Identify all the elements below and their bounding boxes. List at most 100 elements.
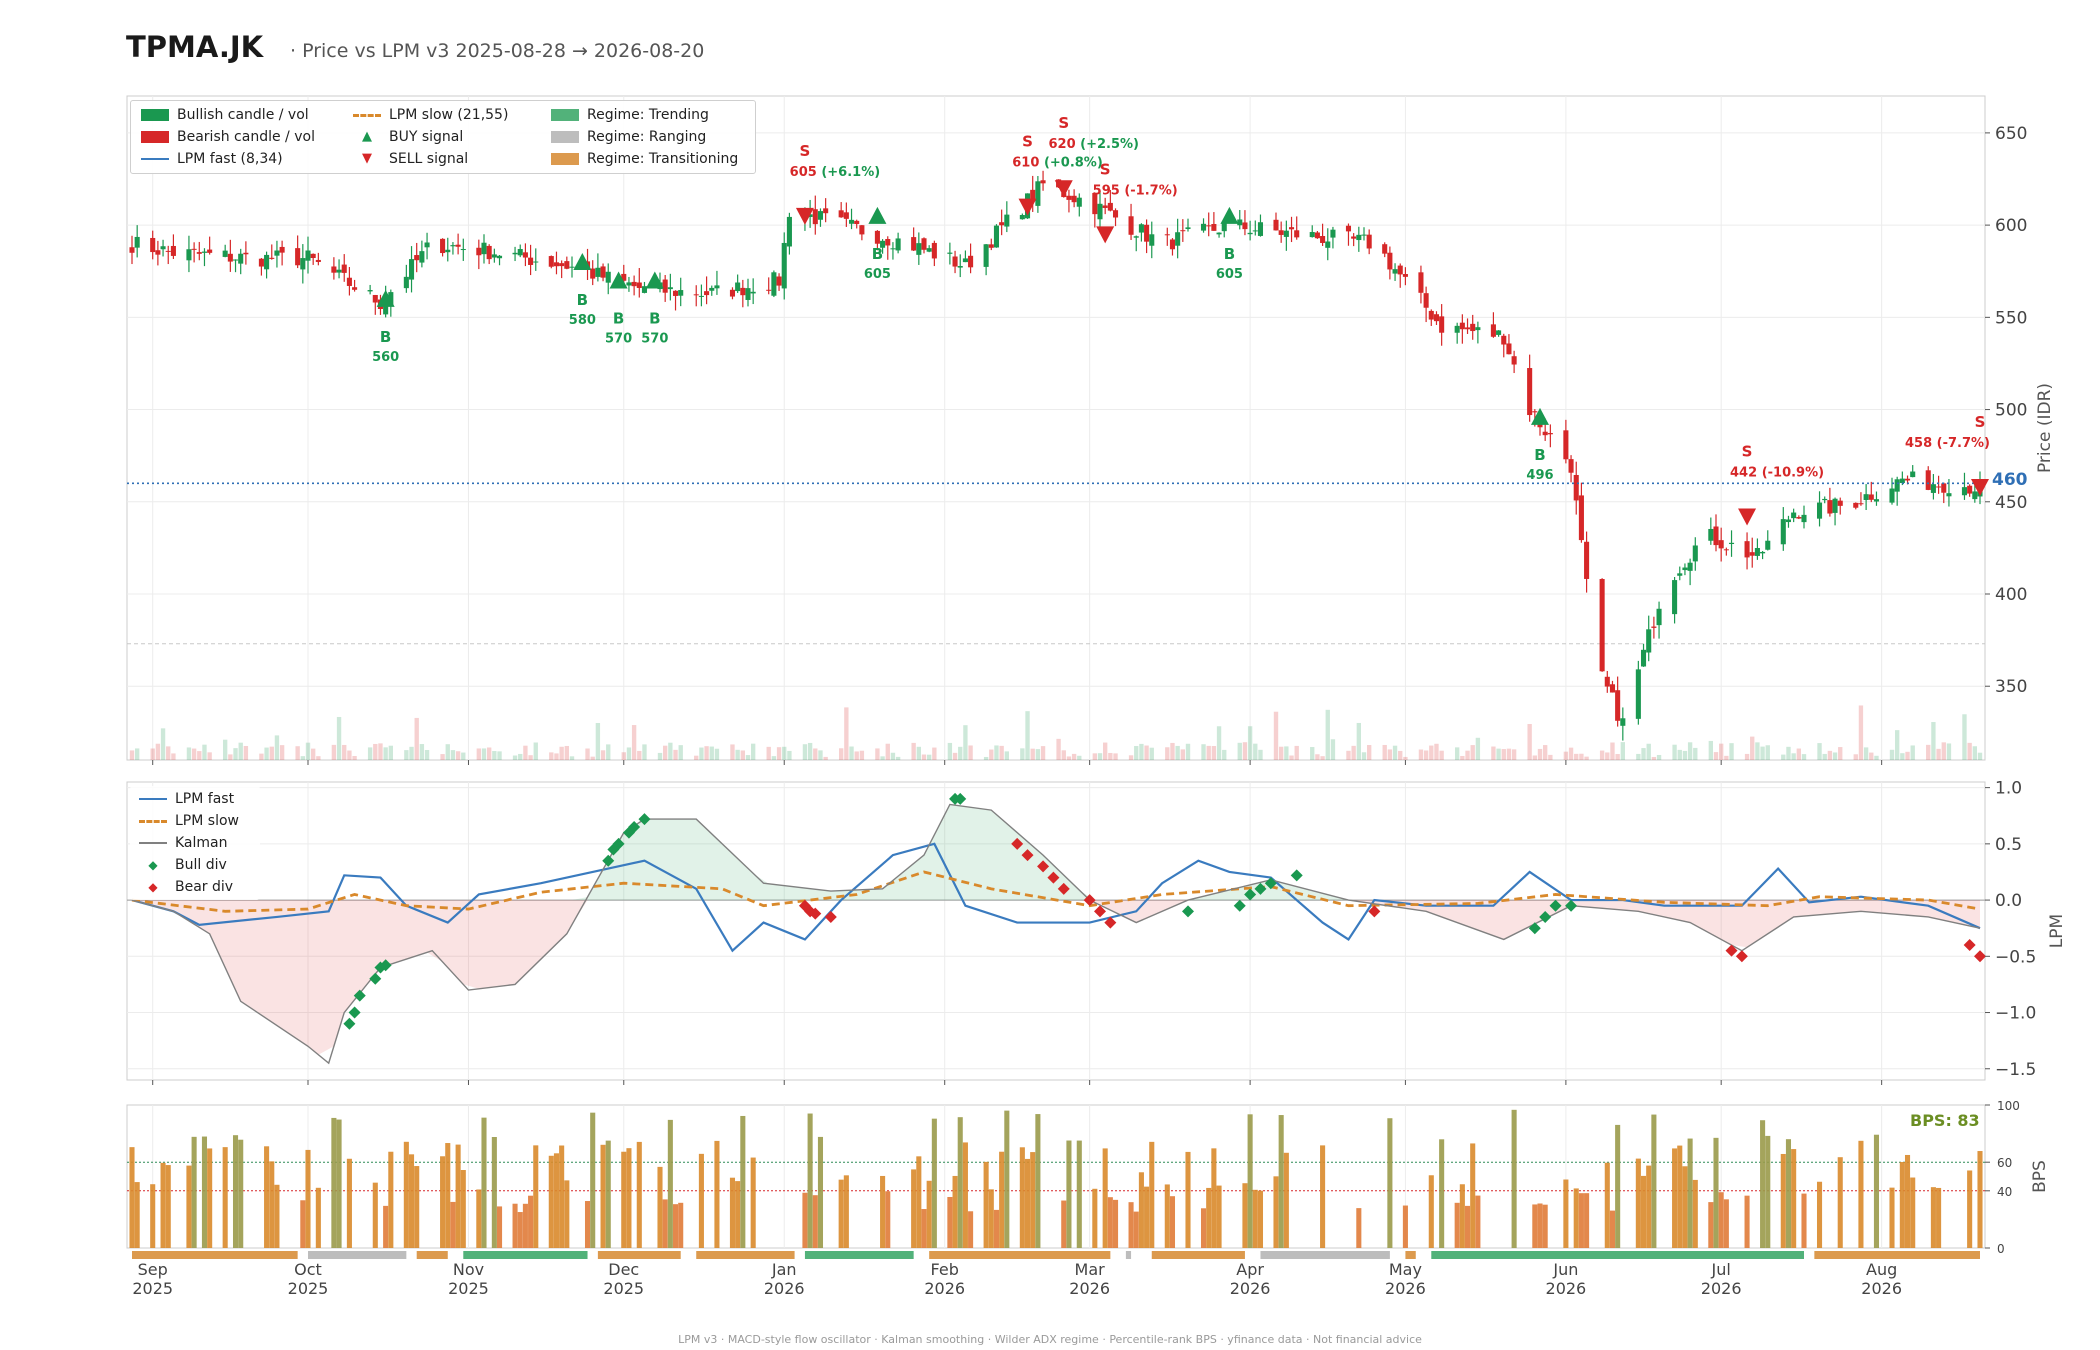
candle-body xyxy=(1599,579,1605,672)
sell-label: S xyxy=(1742,443,1753,461)
volume-bar xyxy=(1656,754,1662,760)
buy-label: B xyxy=(1534,446,1545,464)
candle-body xyxy=(636,282,642,288)
volume-bar xyxy=(279,745,285,760)
candle-body xyxy=(1547,433,1553,435)
volume-bar xyxy=(1781,754,1786,760)
volume-bar xyxy=(388,745,394,760)
bps-bar xyxy=(1024,1158,1031,1248)
volume-bar xyxy=(813,748,818,760)
sell-marker xyxy=(1738,508,1757,526)
lpm-ylabel: LPM xyxy=(2047,914,2067,948)
lpm-ytick-label: −1.5 xyxy=(1995,1060,2036,1080)
bps-bar xyxy=(1889,1187,1895,1248)
bps-bar xyxy=(1138,1172,1144,1248)
candle-body xyxy=(771,272,777,296)
volume-bar xyxy=(1574,753,1579,760)
volume-bar xyxy=(518,753,523,760)
candle-body xyxy=(1858,503,1864,505)
buy-label: B xyxy=(1224,245,1235,263)
candle-body xyxy=(222,250,228,257)
bps-bar xyxy=(1563,1179,1569,1248)
volume-bar xyxy=(1506,748,1512,760)
bps-bar xyxy=(1035,1114,1041,1248)
candle-body xyxy=(1687,562,1693,571)
x-tick-year: 2026 xyxy=(924,1279,965,1298)
candle-body xyxy=(491,254,497,258)
bps-ylabel: BPS xyxy=(2030,1160,2050,1193)
candle-body xyxy=(1314,232,1320,239)
volume-bar xyxy=(166,746,171,760)
volume-bar xyxy=(1216,726,1222,760)
volume-bar xyxy=(1693,747,1698,760)
bull-div-marker xyxy=(1539,910,1552,923)
bear-div-marker xyxy=(1735,950,1748,963)
candle-body xyxy=(1459,322,1465,330)
bps-bar xyxy=(476,1189,482,1248)
bps-bar xyxy=(621,1151,627,1248)
buy-value: 580 xyxy=(569,313,596,328)
candle-body xyxy=(207,249,213,253)
candle-body xyxy=(1728,542,1735,545)
bps-bar xyxy=(657,1166,663,1248)
volume-bar xyxy=(1579,753,1584,760)
candle-body xyxy=(714,285,720,289)
volume-bar xyxy=(295,746,300,760)
candle-body xyxy=(196,252,202,254)
bear-div-marker xyxy=(1368,905,1381,918)
volume-bar xyxy=(486,747,492,760)
volume-bar xyxy=(662,745,668,760)
volume-bar xyxy=(1242,742,1248,760)
sell-marker xyxy=(1096,226,1115,244)
volume-bar xyxy=(1165,747,1170,760)
candle-body xyxy=(1216,232,1222,235)
volume-bar xyxy=(191,748,197,760)
x-tick-month: Jan xyxy=(771,1260,797,1279)
candle-body xyxy=(1288,227,1295,230)
volume-bar xyxy=(404,750,409,760)
bps-bar xyxy=(1785,1139,1792,1248)
volume-bar xyxy=(1175,745,1180,760)
bps-bar xyxy=(1744,1195,1750,1248)
regime-segment xyxy=(463,1251,588,1259)
volume-bar xyxy=(1532,755,1538,760)
candle-body xyxy=(1873,499,1880,502)
kalman-line-icon xyxy=(139,842,167,844)
candle-body xyxy=(1030,189,1036,202)
candle-body xyxy=(1791,512,1797,519)
candle-body xyxy=(352,287,358,290)
bear-div-marker xyxy=(1011,837,1024,850)
candle-body xyxy=(1149,234,1155,246)
volume-bar xyxy=(947,742,953,760)
candle-body xyxy=(1573,474,1579,501)
bps-bar xyxy=(559,1145,565,1248)
regime-segment xyxy=(1405,1251,1416,1259)
candle-body xyxy=(667,287,673,290)
volume-bar xyxy=(994,745,999,760)
bps-bar xyxy=(983,1161,989,1248)
bps-bar xyxy=(636,1141,642,1248)
volume-bar xyxy=(1791,753,1796,760)
buy-marker xyxy=(868,206,887,224)
bps-bar xyxy=(1066,1140,1072,1248)
candle-body xyxy=(1294,230,1300,238)
candle-body xyxy=(512,252,518,255)
bps-bar xyxy=(999,1151,1005,1248)
candle-body xyxy=(1604,676,1610,687)
legend-kalman: Kalman xyxy=(175,835,228,851)
candle-body xyxy=(1972,491,1978,500)
bps-bar xyxy=(1428,1175,1434,1248)
volume-bar xyxy=(1874,755,1879,760)
x-tick-month: Apr xyxy=(1236,1260,1264,1279)
candle-body xyxy=(1428,310,1434,320)
volume-bar xyxy=(1760,746,1765,760)
bps-bar xyxy=(1646,1165,1652,1248)
volume-bar xyxy=(1724,755,1729,760)
volume-bar xyxy=(1967,742,1972,760)
candle-body xyxy=(817,211,824,220)
candle-body xyxy=(962,258,968,263)
x-tick-month: Nov xyxy=(453,1260,484,1279)
candle-body xyxy=(1801,514,1807,523)
candle-body xyxy=(1682,567,1688,571)
buy-label: B xyxy=(649,309,660,327)
